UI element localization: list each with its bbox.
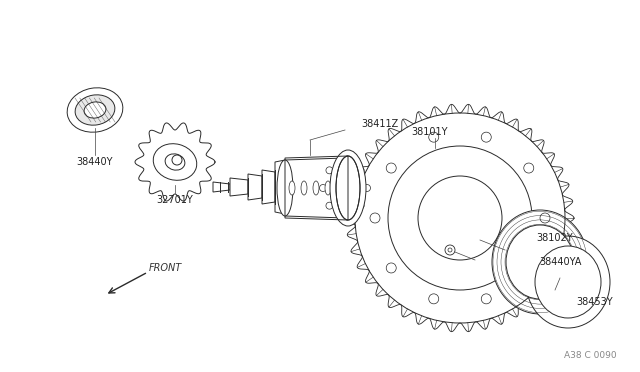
Ellipse shape (330, 150, 366, 226)
Text: 32701Y: 32701Y (157, 195, 193, 205)
Polygon shape (230, 178, 248, 196)
Ellipse shape (325, 181, 331, 195)
Polygon shape (285, 158, 345, 218)
Text: 38453Y: 38453Y (577, 297, 613, 307)
Polygon shape (135, 123, 215, 201)
Circle shape (386, 163, 396, 173)
Text: 38411Z: 38411Z (362, 119, 399, 129)
Ellipse shape (526, 236, 610, 328)
Circle shape (388, 146, 532, 290)
Ellipse shape (333, 158, 357, 218)
Ellipse shape (313, 181, 319, 195)
Circle shape (429, 294, 439, 304)
Text: 38440Y: 38440Y (77, 157, 113, 167)
Text: A38 C 0090: A38 C 0090 (564, 350, 616, 359)
Ellipse shape (277, 160, 293, 216)
Ellipse shape (165, 154, 185, 170)
Circle shape (319, 185, 326, 192)
Circle shape (481, 132, 492, 142)
Polygon shape (262, 170, 275, 204)
Polygon shape (248, 174, 262, 200)
Text: 38102Y: 38102Y (537, 233, 573, 243)
Circle shape (357, 167, 364, 174)
Circle shape (429, 132, 439, 142)
Circle shape (445, 245, 455, 255)
Circle shape (418, 176, 502, 260)
Polygon shape (275, 160, 285, 214)
Ellipse shape (535, 246, 601, 318)
Ellipse shape (336, 156, 360, 220)
Circle shape (342, 209, 349, 217)
Text: FRONT: FRONT (148, 263, 182, 273)
Ellipse shape (75, 95, 115, 125)
Polygon shape (346, 104, 574, 332)
Ellipse shape (506, 225, 574, 299)
Circle shape (370, 213, 380, 223)
Text: 38440YA: 38440YA (539, 257, 581, 267)
Ellipse shape (289, 181, 295, 195)
Circle shape (448, 248, 452, 252)
Circle shape (172, 155, 182, 165)
Circle shape (524, 263, 534, 273)
Ellipse shape (337, 181, 343, 195)
Circle shape (326, 202, 333, 209)
Circle shape (481, 294, 492, 304)
Circle shape (326, 167, 333, 174)
Ellipse shape (67, 88, 123, 132)
Text: 38101Y: 38101Y (412, 127, 448, 137)
Ellipse shape (153, 144, 196, 180)
Ellipse shape (492, 210, 588, 314)
Ellipse shape (301, 181, 307, 195)
Circle shape (364, 185, 371, 192)
Circle shape (342, 160, 349, 167)
Circle shape (386, 263, 396, 273)
Ellipse shape (84, 102, 106, 118)
Polygon shape (213, 182, 230, 192)
Circle shape (540, 213, 550, 223)
Circle shape (357, 202, 364, 209)
Circle shape (524, 163, 534, 173)
